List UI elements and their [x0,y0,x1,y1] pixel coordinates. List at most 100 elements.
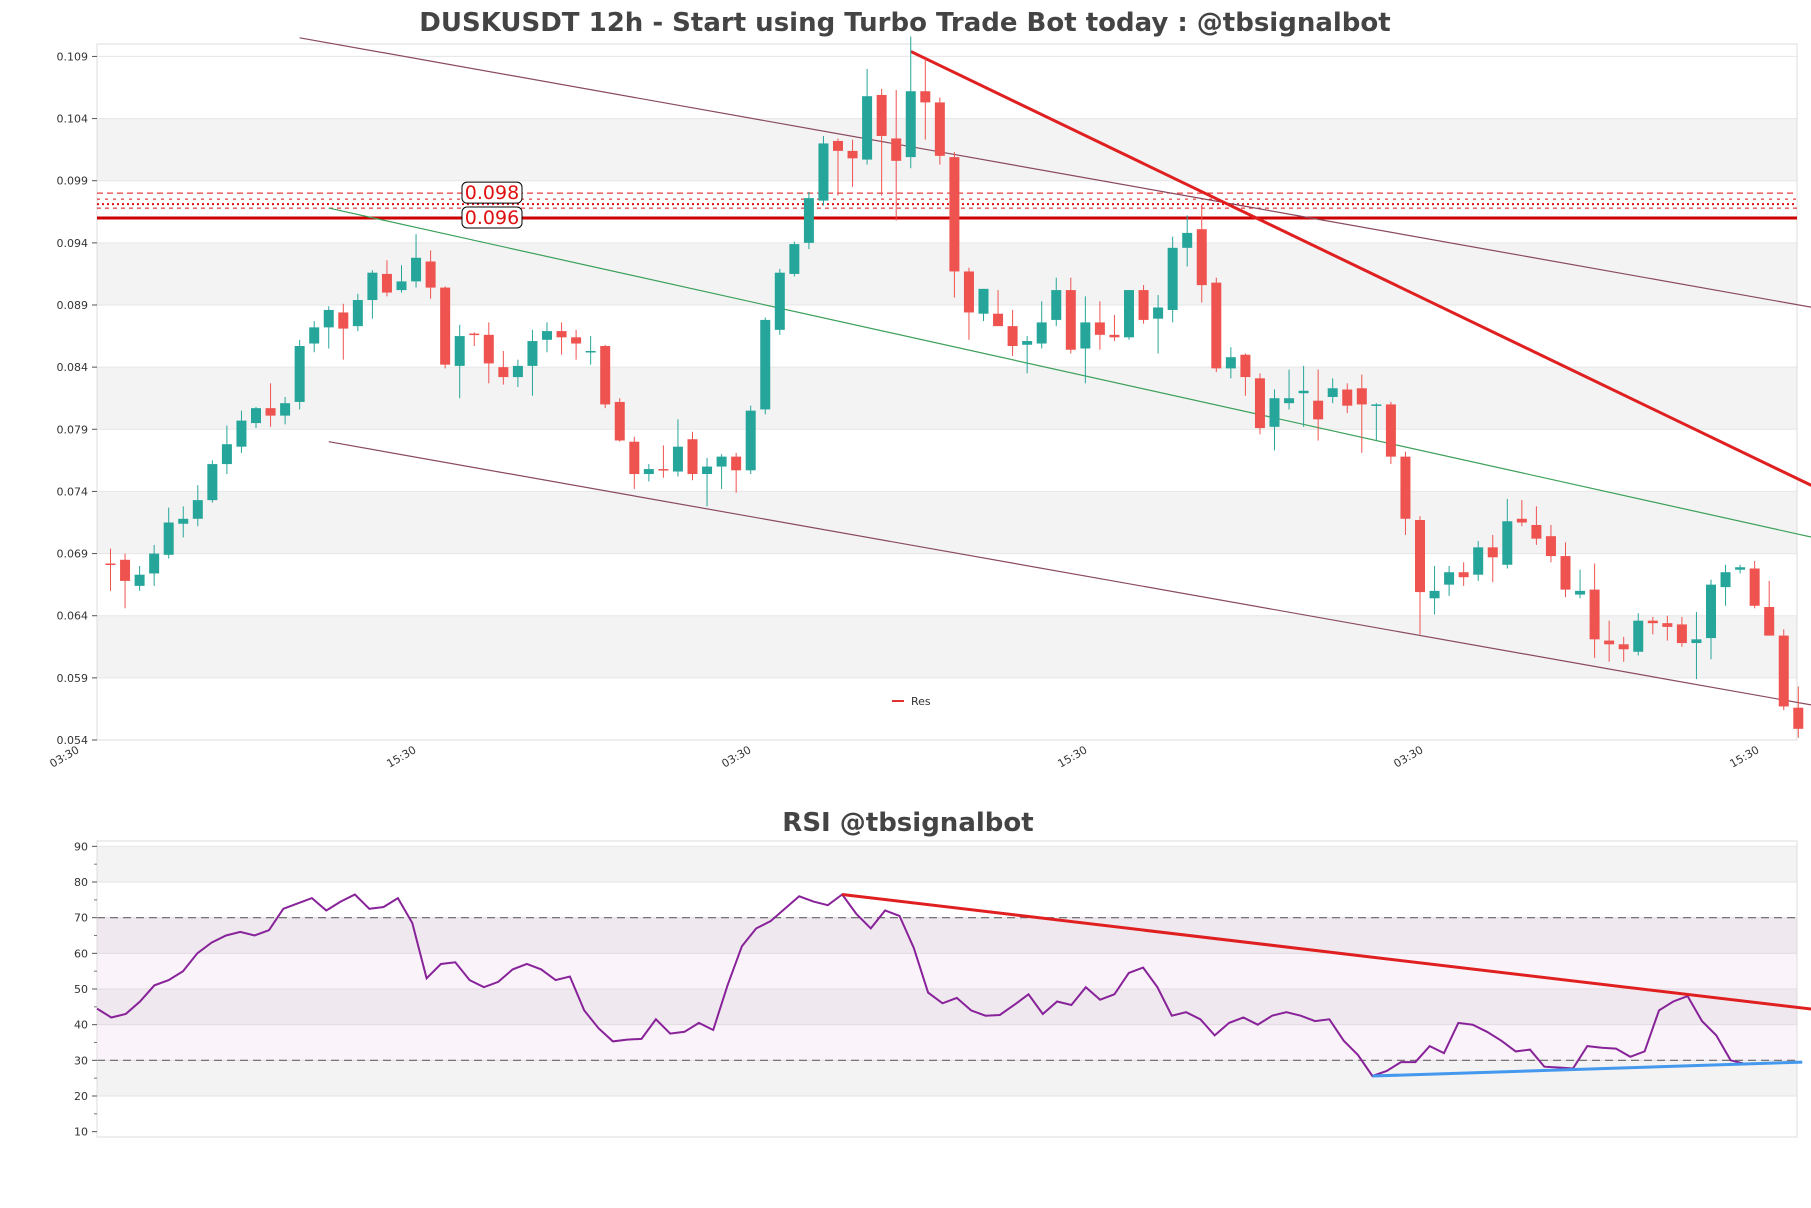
rsi-series-line [96,893,1746,1078]
rsi-tick-label: 60 [74,947,88,960]
rsi-lines [96,893,1811,1078]
candle-body [687,439,698,475]
price-band [97,615,1797,678]
candle-body [1022,341,1033,345]
candle-body [905,91,916,158]
time-axis: 03:30 15:30 03:30 15:30 03:30 15:30 [48,743,1762,770]
candle-body [1589,589,1600,640]
price-tick-label: 0.109 [57,50,89,63]
candle-body [731,456,742,471]
price-tick-label: 0.059 [57,672,89,685]
candle-body [192,500,203,519]
candlesticks [105,36,1804,738]
rsi-tick-label: 70 [74,912,88,925]
price-band [97,118,1797,181]
candle-body [1400,456,1411,519]
candle-body [1138,290,1149,320]
candle-body [614,401,625,441]
candle-body [236,420,247,447]
candle-body [323,309,334,328]
candle-body [803,198,814,243]
candle-body [891,138,902,161]
candle-body [1342,389,1353,406]
candle-body [352,300,363,327]
level-label-text: 0.096 [465,207,519,229]
candle-body [1313,400,1324,420]
candle-body [876,94,887,136]
rsi-tick-label: 30 [74,1054,88,1067]
candle-body [702,466,713,475]
candle-body [251,408,261,424]
candle-body [483,334,494,364]
candle-body [440,287,451,365]
mid-trend-line [328,207,1811,538]
time-tick-label: 03:30 [48,743,82,770]
candle-body [1793,707,1804,729]
price-band [97,491,1797,554]
price-chart-title: DUSKUSDT 12h - Start using Turbo Trade B… [419,8,1390,38]
candle-body [396,281,407,291]
candle-body [658,469,669,471]
candle-body [1633,620,1644,652]
rsi-tick-label: 50 [74,983,88,996]
price-band [97,367,1797,430]
candle-body [1516,518,1527,523]
candle-body [818,143,829,201]
candle-body [1284,398,1295,404]
candle-body [1618,644,1629,650]
candle-body [134,574,145,586]
candle-body [774,272,785,330]
candle-body [1720,572,1731,588]
candle-body [1007,326,1018,347]
candle-body [542,331,552,340]
candle-body [1036,322,1047,344]
candle-body [1444,572,1455,585]
rsi-resistance-line [841,893,1811,1011]
rsi-neutral-zone [97,917,1797,1061]
candle-body [1604,640,1615,645]
legend-label: Res [911,695,931,708]
candle-body [643,469,654,475]
candle-body [1225,357,1236,369]
rsi-tick-label: 10 [74,1126,88,1139]
candle-body [120,559,131,581]
rsi-band [97,917,1797,954]
candle-body [425,261,436,288]
rsi-tick-label: 80 [74,876,88,889]
level-label-box [461,206,523,229]
candle-body [847,150,858,159]
candle-body [1735,567,1746,570]
candle-body [1065,290,1076,350]
candle-body [367,272,378,301]
rsi-chart: RSI @tbsignalbot 90 80 70 60 50 40 30 20 10 [74,808,1811,1139]
candle-body [1691,639,1702,644]
price-chart-frame [96,43,1798,741]
candle-body [1371,404,1382,406]
rsi-support-line [1372,1060,1803,1078]
price-axis: 0.109 0.104 0.099 0.094 0.089 0.084 0.079 0.074… [57,50,97,747]
price-tick-label: 0.094 [57,237,89,250]
candle-body [1254,378,1265,429]
candle-body [178,518,189,524]
price-tick-label: 0.069 [57,548,89,561]
trend-lines [299,37,1811,706]
time-tick-label: 15:30 [1056,743,1090,770]
candle-body [1473,547,1484,575]
candle-body [454,336,465,366]
candle-body [672,446,683,472]
candle-body [1458,572,1469,578]
candle-body [1415,520,1425,593]
candle-body [294,346,305,402]
candle-body [920,91,931,103]
candle-body [1211,282,1222,369]
candle-body [512,365,523,378]
price-tick-label: 0.099 [57,175,89,188]
candle-body [1560,556,1571,590]
level-labels: 0.098 0.096 [461,181,523,229]
rsi-tick-label: 20 [74,1090,88,1103]
price-tick-label: 0.089 [57,299,89,312]
rsi-axis: 90 80 70 60 50 40 30 20 10 [74,840,97,1139]
candle-body [221,444,232,465]
candle-body [1385,404,1396,457]
candle-body [1545,536,1556,557]
